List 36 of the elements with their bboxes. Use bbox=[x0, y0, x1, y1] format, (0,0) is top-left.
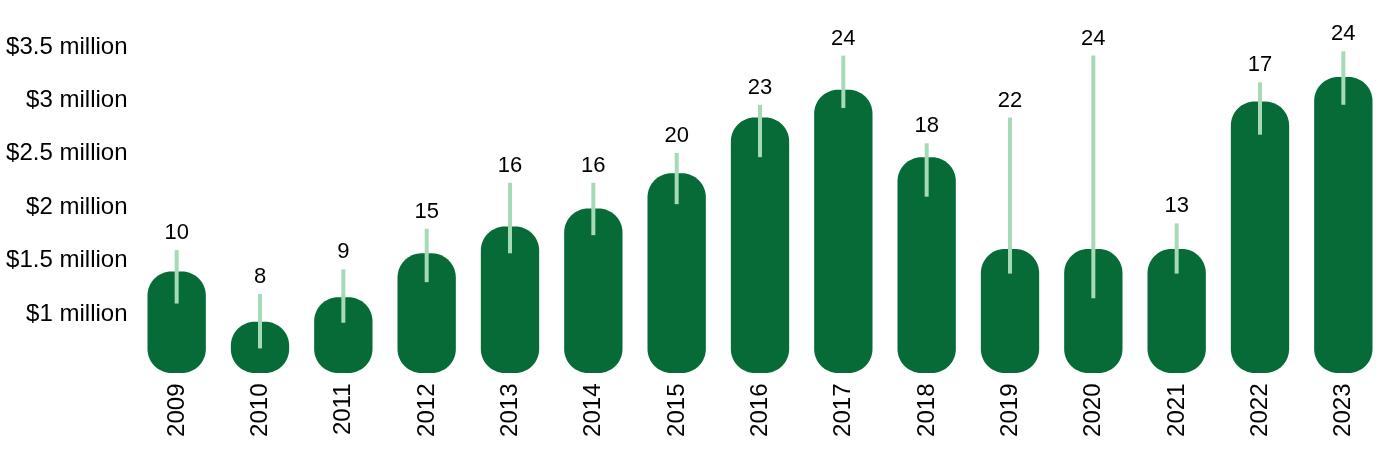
x-tick-label: 2010 bbox=[245, 383, 272, 437]
annotation: 17 bbox=[1247, 51, 1273, 77]
y-tick-label: $3.5 million bbox=[6, 31, 128, 59]
annotation: 16 bbox=[497, 151, 523, 177]
x-tick-label: 2020 bbox=[1078, 383, 1106, 437]
annotation: 10 bbox=[164, 219, 189, 245]
y-tick-label: $3 million bbox=[26, 84, 128, 112]
x-tick-label: 2009 bbox=[161, 383, 189, 437]
annotation: 22 bbox=[997, 86, 1023, 112]
x-tick-label: 2017 bbox=[828, 383, 856, 437]
x-tick-label: 2015 bbox=[661, 383, 689, 437]
x-tick-label: 2013 bbox=[495, 383, 522, 437]
x-tick-label: 2011 bbox=[328, 383, 356, 436]
x-tick-label: 2022 bbox=[1245, 383, 1272, 437]
annotation: 24 bbox=[1331, 20, 1356, 46]
y-tick-label: $1 million bbox=[26, 298, 128, 326]
x-tick-label: 2019 bbox=[995, 383, 1022, 437]
x-tick-label: 2021 bbox=[1161, 383, 1189, 437]
y-tick-label: $1.5 million bbox=[6, 245, 128, 273]
annotation: 16 bbox=[581, 151, 606, 177]
annotation: 15 bbox=[414, 197, 439, 223]
x-tick-label: 2016 bbox=[745, 383, 772, 437]
x-tick-label: 2012 bbox=[411, 383, 439, 437]
annotation: 18 bbox=[914, 112, 939, 138]
annotation: 24 bbox=[831, 24, 856, 50]
y-tick-label: $2.5 million bbox=[6, 138, 128, 166]
annotation: 9 bbox=[337, 238, 350, 264]
annotation: 8 bbox=[253, 262, 267, 288]
annotation: 23 bbox=[747, 73, 773, 99]
annotation: 24 bbox=[1081, 24, 1106, 50]
annotation: 13 bbox=[1164, 192, 1189, 218]
x-tick-label: 2014 bbox=[578, 383, 606, 437]
y-tick-label: $2 million bbox=[26, 191, 128, 219]
annotation: 20 bbox=[664, 121, 689, 147]
x-tick-label: 2018 bbox=[911, 383, 939, 437]
x-tick-label: 2023 bbox=[1328, 383, 1356, 437]
